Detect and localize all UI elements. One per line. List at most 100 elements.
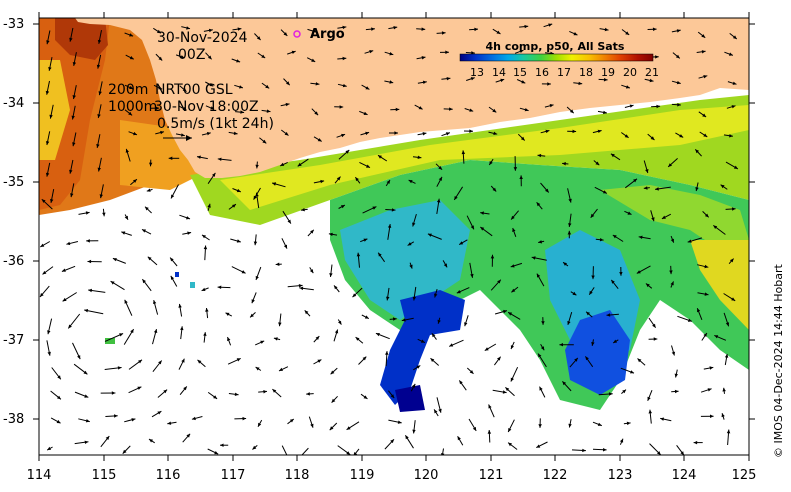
arrowhead-icon xyxy=(548,23,553,27)
arrowhead-icon xyxy=(597,422,602,426)
arrowhead-icon xyxy=(597,129,602,133)
arrowhead-icon xyxy=(131,418,136,422)
arrowhead-icon xyxy=(459,241,464,245)
sst-blob xyxy=(105,338,115,344)
sst-coastal-yellow xyxy=(220,105,749,210)
arrowhead-icon xyxy=(422,80,427,84)
arrowhead-icon xyxy=(85,211,90,215)
arrowhead-icon xyxy=(492,187,497,192)
sst-blue-west xyxy=(380,290,465,405)
arrowhead-icon xyxy=(297,162,302,167)
x-tick-label: 118 xyxy=(285,468,310,483)
y-tick-label: -38 xyxy=(3,412,24,427)
arrowhead-icon xyxy=(603,110,607,115)
arrowhead-icon xyxy=(492,108,497,113)
arrowhead-icon xyxy=(363,111,368,115)
arrowhead-icon xyxy=(511,288,516,293)
sst-yellow-east xyxy=(690,240,749,330)
arrowhead-icon xyxy=(129,56,134,60)
depth-1000-label: 1000m xyxy=(108,99,157,115)
arrowhead-icon xyxy=(125,148,129,153)
colorbar-tick: 17 xyxy=(557,66,571,79)
arrowhead-icon xyxy=(536,202,541,207)
arrowhead-icon xyxy=(341,133,346,138)
arrowhead-icon xyxy=(168,156,173,160)
depth-200-label: 200m xyxy=(108,82,148,98)
arrowhead-icon xyxy=(197,359,202,364)
arrowhead-icon xyxy=(459,380,463,385)
arrowhead-icon xyxy=(142,229,146,233)
arrowhead-icon xyxy=(653,337,658,341)
arrowhead-icon xyxy=(252,445,257,450)
x-tick-label: 116 xyxy=(156,468,181,483)
arrowhead-icon xyxy=(545,188,549,193)
arrowhead-icon xyxy=(225,312,230,316)
vector-scale-label: 0.5m/s (1kt 24h) xyxy=(157,116,274,132)
arrowhead-icon xyxy=(703,133,708,137)
argo-label: Argo xyxy=(310,27,345,42)
arrowhead-icon xyxy=(62,297,67,302)
arrowhead-icon xyxy=(633,178,637,183)
arrowhead-icon xyxy=(394,131,398,135)
arrowhead-icon xyxy=(158,360,162,365)
arrowhead-icon xyxy=(608,392,613,396)
arrowhead-icon xyxy=(661,215,666,219)
arrowhead-icon xyxy=(171,194,175,199)
arrowhead-icon xyxy=(701,50,706,54)
arrowhead-icon xyxy=(390,439,394,444)
arrowhead-icon xyxy=(446,77,451,81)
current-vectors xyxy=(39,23,739,455)
arrowhead-icon xyxy=(207,203,211,208)
x-axis: 114 115 116 117 118 119 120 121 122 123 … xyxy=(27,12,756,483)
arrowhead-icon xyxy=(562,162,566,166)
arrowhead-icon xyxy=(469,129,473,133)
arrowhead-icon xyxy=(122,449,127,454)
arrowhead-icon xyxy=(582,448,586,453)
arrowhead-icon xyxy=(412,222,416,227)
arrowhead-icon xyxy=(387,224,392,228)
arrowhead-icon xyxy=(470,77,475,81)
arrowhead-icon xyxy=(531,256,536,260)
arrowhead-icon xyxy=(645,169,649,173)
arrowhead-icon xyxy=(124,299,128,304)
arrowhead-icon xyxy=(434,409,438,414)
arrowhead-icon xyxy=(170,275,175,280)
arrowhead-icon xyxy=(217,285,222,289)
arrowhead-icon xyxy=(272,389,277,393)
arrowhead-icon xyxy=(236,239,241,243)
arrowhead-icon xyxy=(567,321,571,325)
arrowhead-icon xyxy=(48,67,52,71)
arrowhead-icon xyxy=(331,398,336,403)
arrowhead-icon xyxy=(619,438,624,443)
arrowhead-icon xyxy=(669,270,673,275)
arrowhead-icon xyxy=(417,155,422,159)
arrowhead-icon xyxy=(342,25,347,30)
arrowhead-icon xyxy=(96,64,101,69)
sst-yellowgreen-east xyxy=(600,185,749,250)
arrowhead-icon xyxy=(480,227,485,231)
arrowhead-icon xyxy=(613,339,618,343)
arrowhead-icon xyxy=(421,27,426,31)
arrowhead-icon xyxy=(186,433,191,438)
arrowhead-icon xyxy=(133,131,137,136)
arrowhead-icon xyxy=(110,281,115,285)
arrowhead-icon xyxy=(153,300,157,304)
arrowhead-icon xyxy=(676,80,681,85)
arrowhead-icon xyxy=(668,163,672,167)
arrowhead-icon xyxy=(57,395,61,400)
arrowhead-icon xyxy=(510,377,514,382)
arrowhead-icon xyxy=(496,30,501,34)
arrowhead-icon xyxy=(304,310,309,315)
arrowhead-icon xyxy=(262,139,267,144)
arrowhead-icon xyxy=(412,296,417,301)
arrowhead-icon xyxy=(203,332,207,336)
x-tick-label: 120 xyxy=(414,468,439,483)
arrowhead-icon xyxy=(289,419,294,423)
arrowhead-icon xyxy=(569,109,574,114)
arrowhead-icon xyxy=(541,321,545,325)
arrowhead-icon xyxy=(285,102,290,107)
sst-blob xyxy=(175,272,179,277)
colorbar: 4h comp, p50, All Sats 13 14 15 16 17 18… xyxy=(459,40,659,79)
arrowhead-icon xyxy=(253,195,257,200)
arrowhead-icon xyxy=(138,359,142,364)
